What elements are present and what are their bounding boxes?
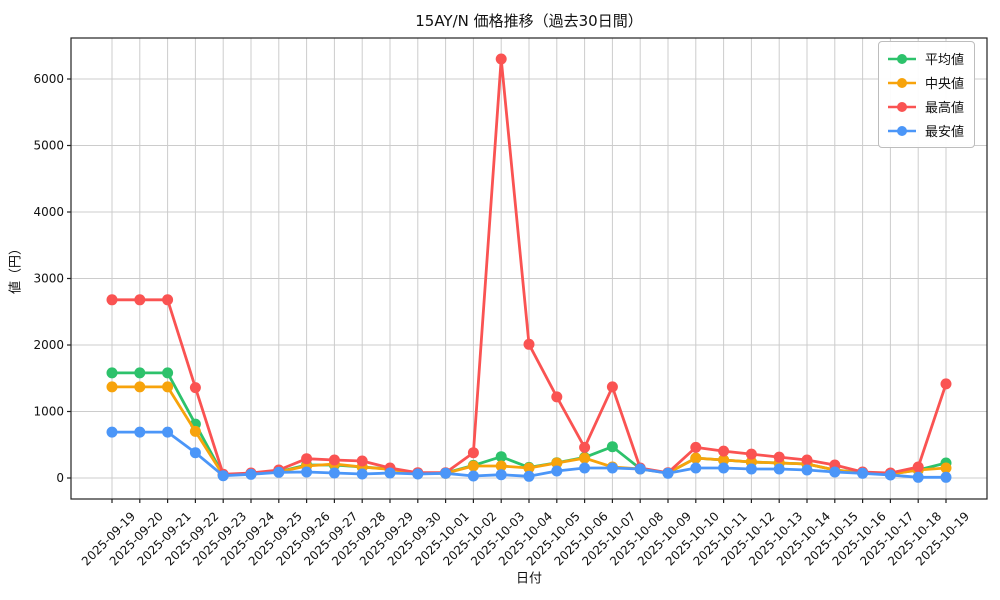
data-point [718, 445, 730, 457]
data-point [718, 454, 730, 466]
data-point [162, 381, 174, 393]
data-point [551, 457, 563, 469]
data-point [606, 462, 618, 474]
data-point [384, 467, 396, 479]
data-point [606, 441, 618, 453]
data-point [773, 463, 785, 475]
y-tick-label: 6000 [33, 72, 64, 86]
legend-marker [888, 53, 916, 64]
data-point [606, 381, 618, 393]
data-point [495, 53, 507, 65]
data-point [134, 381, 146, 393]
data-point [412, 468, 424, 480]
y-tick-label: 0 [56, 471, 64, 485]
data-point [106, 367, 118, 379]
data-point [523, 338, 535, 350]
data-point [551, 465, 563, 477]
data-point [189, 447, 201, 459]
data-point [690, 441, 702, 453]
data-point [940, 471, 952, 483]
data-point [690, 452, 702, 464]
data-point [356, 468, 368, 480]
data-point [328, 467, 340, 479]
data-point [162, 426, 174, 438]
y-axis-ticks: 0 1000 2000 3000 4000 5000 6000 [33, 72, 71, 485]
data-point [912, 461, 924, 473]
y-tick-label: 1000 [33, 405, 64, 419]
data-point [495, 469, 507, 481]
data-point [884, 469, 896, 481]
legend-marker [888, 77, 916, 88]
x-axis-label: 日付 [515, 571, 543, 587]
data-point [301, 466, 313, 478]
legend-label: 最高値 [925, 101, 965, 116]
data-point [940, 462, 952, 474]
legend-label: 最安値 [925, 125, 965, 140]
chart-title: 15AY/N 価格推移（過去30日間） [415, 12, 643, 30]
data-point [745, 463, 757, 475]
data-point [495, 460, 507, 472]
y-tick-label: 5000 [33, 139, 64, 153]
data-point [718, 462, 730, 474]
legend-marker [888, 101, 916, 112]
data-point [440, 467, 452, 479]
data-point [745, 448, 757, 460]
data-point [579, 452, 591, 464]
data-point [801, 464, 813, 476]
data-point [467, 447, 479, 459]
data-point [523, 470, 535, 482]
legend: 平均値中央値最高値最安値 [878, 41, 976, 148]
data-point [106, 426, 118, 438]
data-point [634, 463, 646, 475]
data-point [579, 441, 591, 453]
data-point [134, 426, 146, 438]
y-tick-label: 3000 [33, 272, 64, 286]
data-point [162, 367, 174, 379]
data-point [857, 467, 869, 479]
data-point [773, 451, 785, 463]
legend-item-3: 最高値 [887, 96, 964, 117]
legend-item-4: 最安値 [887, 120, 964, 141]
y-tick-label: 2000 [33, 338, 64, 352]
y-tick-label: 4000 [33, 205, 64, 219]
data-point [189, 382, 201, 394]
data-point [189, 425, 201, 437]
data-point [801, 454, 813, 466]
data-point [662, 467, 674, 479]
data-point [940, 378, 952, 390]
data-point [579, 462, 591, 474]
data-point [356, 455, 368, 467]
data-point [467, 470, 479, 482]
data-point [328, 454, 340, 466]
legend-label: 平均値 [925, 53, 965, 68]
data-point [912, 471, 924, 483]
gridlines [71, 38, 987, 499]
data-point [106, 381, 118, 393]
legend-label: 中央値 [925, 77, 965, 92]
data-point [690, 462, 702, 474]
data-point [134, 294, 146, 306]
data-point [273, 466, 285, 478]
data-point [106, 294, 118, 306]
x-axis-ticks: 2025-09-192025-09-202025-09-212025-09-22… [79, 499, 972, 568]
legend-marker [888, 125, 916, 136]
data-point [467, 460, 479, 472]
legend-item-1: 平均値 [887, 48, 964, 69]
data-point [245, 468, 257, 480]
data-point [523, 462, 535, 474]
data-point [829, 466, 841, 478]
data-point [134, 367, 146, 379]
data-point [217, 470, 229, 482]
data-point [162, 294, 174, 306]
data-point [301, 453, 313, 465]
series-最安値 [106, 426, 952, 483]
legend-item-2: 中央値 [887, 72, 964, 93]
data-point [495, 451, 507, 463]
data-point [551, 391, 563, 403]
